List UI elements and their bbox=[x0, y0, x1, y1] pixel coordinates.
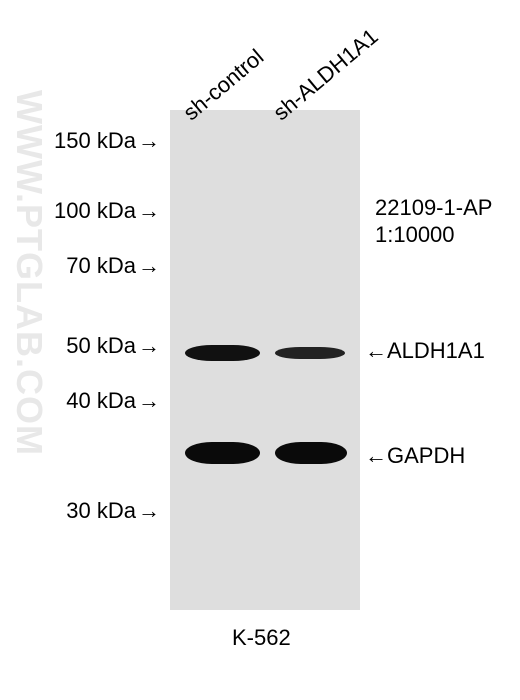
mw-marker-150-kDa: 150 kDa→ bbox=[30, 128, 160, 154]
arrow-left-icon: ← bbox=[365, 338, 387, 364]
mw-marker-70-kDa: 70 kDa→ bbox=[30, 253, 160, 279]
arrow-right-icon: → bbox=[138, 128, 160, 154]
band-label-gapdh: GAPDH bbox=[387, 443, 465, 468]
protein-band bbox=[185, 345, 260, 361]
arrow-left-icon: ← bbox=[365, 443, 387, 469]
arrow-right-icon: → bbox=[138, 253, 160, 279]
arrow-right-icon: → bbox=[138, 388, 160, 414]
antibody-dilution: 1:10000 bbox=[375, 222, 455, 248]
band-annotation-aldh1a1: ←ALDH1A1 bbox=[365, 338, 485, 364]
mw-marker-30-kDa: 30 kDa→ bbox=[30, 498, 160, 524]
protein-band bbox=[275, 347, 345, 359]
western-blot-figure: WWW.PTGLAB.COM sh-control sh-ALDH1A1 150… bbox=[0, 0, 520, 700]
mw-marker-50-kDa: 50 kDa→ bbox=[30, 333, 160, 359]
arrow-right-icon: → bbox=[138, 198, 160, 224]
band-label-aldh1a1: ALDH1A1 bbox=[387, 338, 485, 363]
mw-marker-40-kDa: 40 kDa→ bbox=[30, 388, 160, 414]
band-annotation-gapdh: ←GAPDH bbox=[365, 443, 465, 469]
antibody-catalog: 22109-1-AP bbox=[375, 195, 492, 221]
arrow-right-icon: → bbox=[138, 333, 160, 359]
mw-marker-100-kDa: 100 kDa→ bbox=[30, 198, 160, 224]
protein-band bbox=[275, 442, 347, 464]
arrow-right-icon: → bbox=[138, 498, 160, 524]
cell-line-label: K-562 bbox=[232, 625, 291, 651]
protein-band bbox=[185, 442, 260, 464]
